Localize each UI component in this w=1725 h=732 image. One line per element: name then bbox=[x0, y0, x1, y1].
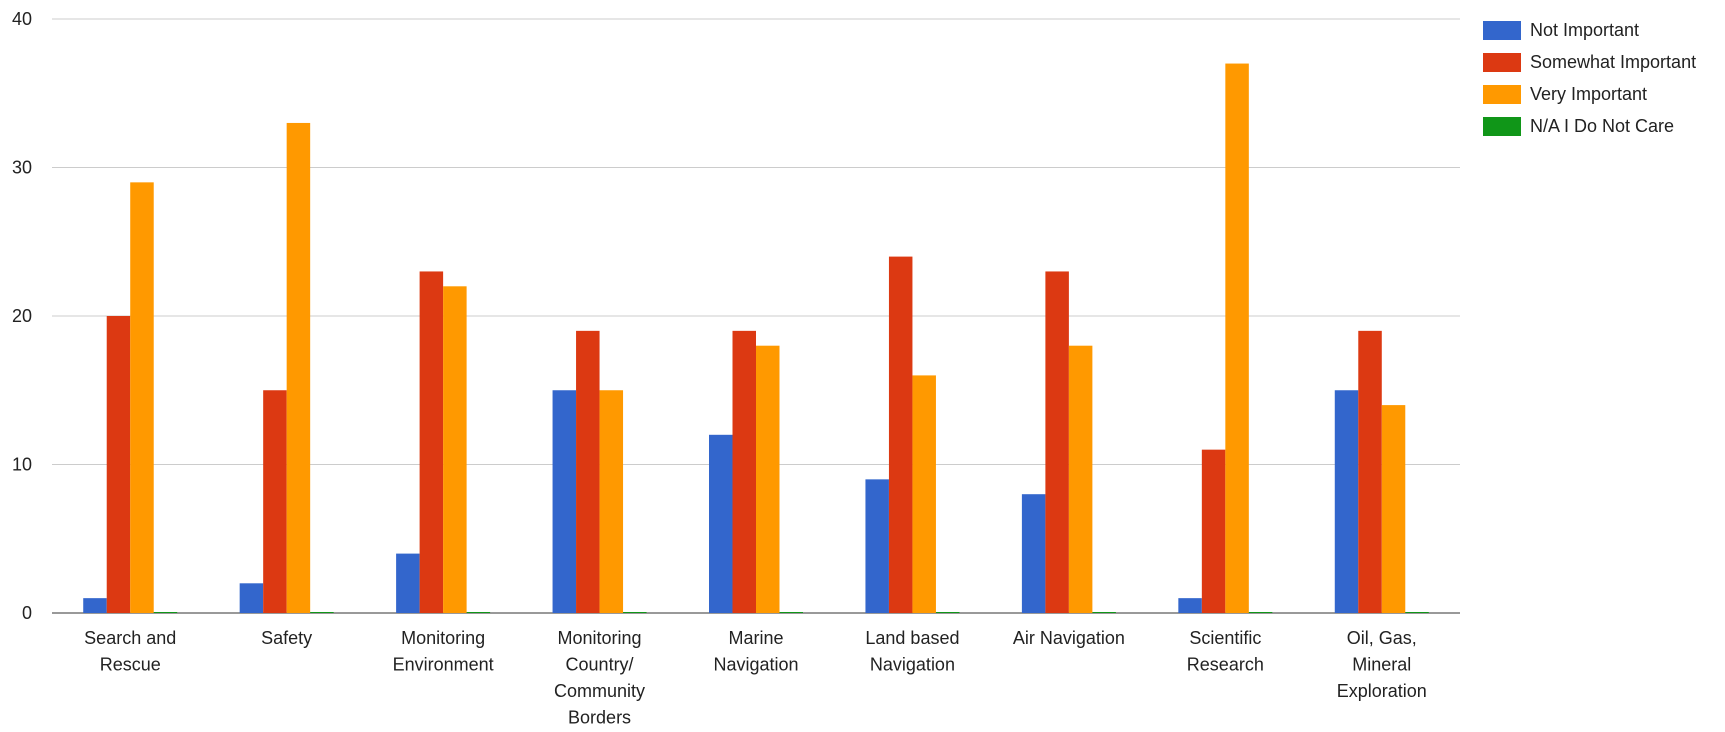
bar bbox=[935, 612, 960, 613]
bar bbox=[888, 256, 913, 613]
x-tick-label: Research bbox=[1187, 655, 1264, 675]
bar bbox=[599, 390, 624, 613]
chart-legend: Not Important Somewhat Important Very Impo… bbox=[1483, 14, 1696, 142]
bar bbox=[83, 598, 107, 613]
bar bbox=[756, 345, 780, 613]
bar bbox=[396, 553, 420, 613]
bar bbox=[466, 612, 491, 613]
y-tick-label: 40 bbox=[12, 9, 32, 29]
bar bbox=[419, 271, 444, 613]
bar bbox=[576, 330, 600, 613]
legend-swatch bbox=[1483, 116, 1521, 136]
x-tick-label: Mineral bbox=[1352, 655, 1411, 675]
bar bbox=[709, 434, 733, 613]
legend-item: Very Important bbox=[1483, 78, 1696, 110]
bar bbox=[1334, 390, 1359, 613]
bar bbox=[865, 479, 889, 613]
x-tick-label: Borders bbox=[568, 708, 631, 728]
y-tick-label: 20 bbox=[12, 306, 32, 326]
bar bbox=[239, 583, 264, 613]
x-tick-label: Exploration bbox=[1337, 681, 1427, 701]
bar bbox=[1021, 494, 1046, 613]
bar bbox=[1201, 449, 1226, 613]
legend-item: Not Important bbox=[1483, 14, 1696, 46]
legend-swatch bbox=[1483, 84, 1521, 104]
legend-label: Somewhat Important bbox=[1530, 51, 1697, 72]
x-tick-label: Environment bbox=[393, 655, 494, 675]
x-tick-label: Safety bbox=[261, 628, 312, 648]
bar bbox=[443, 286, 467, 613]
bar bbox=[623, 612, 647, 613]
y-tick-label: 0 bbox=[22, 603, 32, 623]
bar bbox=[1225, 63, 1249, 614]
x-tick-label: Oil, Gas, bbox=[1347, 628, 1417, 648]
bar bbox=[153, 612, 178, 613]
x-tick-label: Monitoring bbox=[401, 628, 485, 648]
x-tick-label: Land based bbox=[865, 628, 959, 648]
x-tick-label: Country/ bbox=[566, 655, 634, 675]
legend-label: Very Important bbox=[1530, 83, 1648, 104]
bar bbox=[310, 612, 334, 613]
bar bbox=[1068, 345, 1093, 613]
bar bbox=[779, 612, 803, 613]
legend-label: N/A I Do Not Care bbox=[1530, 115, 1675, 136]
legend-swatch bbox=[1483, 20, 1521, 40]
legend-item: N/A I Do Not Care bbox=[1483, 110, 1696, 142]
bar bbox=[912, 375, 936, 613]
x-tick-label: Search and bbox=[84, 628, 176, 648]
x-tick-label: Navigation bbox=[870, 655, 955, 675]
x-tick-label: Marine bbox=[728, 628, 783, 648]
bar bbox=[1178, 598, 1202, 613]
bar bbox=[1248, 612, 1273, 613]
bar bbox=[130, 182, 154, 613]
bar bbox=[106, 316, 131, 613]
legend-swatch bbox=[1483, 52, 1521, 72]
x-tick-label: Community bbox=[554, 681, 645, 701]
x-tick-label: Air Navigation bbox=[1013, 628, 1125, 648]
y-tick-label: 30 bbox=[12, 158, 32, 178]
x-tick-label: Rescue bbox=[100, 655, 161, 675]
bar bbox=[286, 122, 311, 613]
bar bbox=[552, 390, 577, 613]
x-tick-label: Monitoring bbox=[558, 628, 642, 648]
bar bbox=[1405, 612, 1429, 613]
x-tick-label: Scientific bbox=[1189, 628, 1261, 648]
legend-item: Somewhat Important bbox=[1483, 46, 1696, 78]
bar bbox=[732, 330, 756, 613]
bar bbox=[263, 390, 287, 613]
bar bbox=[1092, 612, 1116, 613]
x-tick-label: Navigation bbox=[713, 655, 798, 675]
legend-label: Not Important bbox=[1530, 19, 1640, 40]
y-tick-label: 10 bbox=[12, 455, 32, 475]
bar bbox=[1045, 271, 1069, 613]
bar bbox=[1358, 330, 1382, 613]
bar bbox=[1381, 405, 1406, 613]
